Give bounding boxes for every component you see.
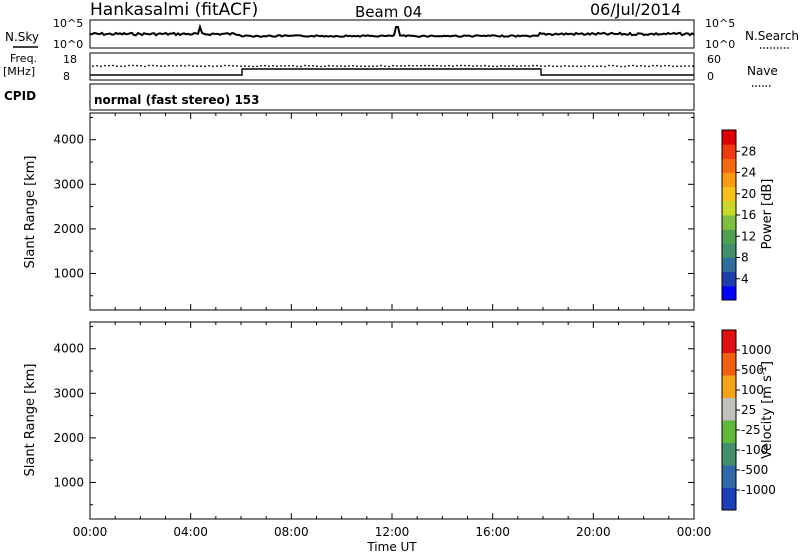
nsky-label: N.Sky — [5, 30, 39, 44]
nsearch-tick-bottom: 10^0 — [705, 38, 735, 51]
colorbar-tick-label: 24 — [741, 166, 756, 180]
colorbar-swatch — [722, 397, 736, 421]
cpid-label: CPID — [4, 89, 36, 103]
beam-title: Beam 04 — [355, 3, 422, 21]
colorbar-tick-label: 28 — [741, 144, 756, 158]
x-tick-label: 00:00 — [677, 525, 712, 539]
date-title: 06/Jul/2014 — [590, 0, 681, 19]
y-tick-label: 1000 — [53, 475, 84, 489]
colorbar-tick-label: -100 — [741, 443, 768, 457]
colorbar-tick-label: -500 — [741, 463, 768, 477]
x-tick-label: 20:00 — [576, 525, 611, 539]
colorbar-swatch — [722, 465, 736, 488]
colorbar-tick-label: 4 — [741, 272, 749, 286]
nave-label: Nave — [747, 64, 778, 78]
power-colorbar-label: Power [dB] — [760, 179, 775, 250]
colorbar-swatch — [722, 200, 736, 216]
colorbar-tick-label: -25 — [741, 423, 761, 437]
colorbar-swatch — [722, 330, 736, 353]
x-tick-label: 16:00 — [475, 525, 510, 539]
colorbar-tick-label: 25 — [741, 403, 756, 417]
colorbar-swatch — [722, 144, 736, 159]
freq-panel — [89, 52, 695, 81]
cpid-text: normal (fast stereo) 153 — [94, 93, 260, 107]
colorbar-swatch — [722, 375, 736, 398]
colorbar-swatch — [722, 352, 736, 376]
colorbar-swatch — [722, 257, 736, 273]
power-ylabel: Slant Range [km] — [23, 156, 38, 269]
colorbar-tick-label: 100 — [741, 383, 764, 397]
x-tick-label: 12:00 — [375, 525, 410, 539]
colorbar-swatch — [722, 172, 736, 188]
nsky-panel — [89, 19, 695, 49]
freq-tick-bottom: 8 — [63, 70, 70, 83]
x-tick-label: 08:00 — [274, 525, 309, 539]
y-tick-label: 2000 — [53, 222, 84, 236]
y-tick-label: 2000 — [53, 431, 84, 445]
velocity-colorbar-label: Velocity [m s-1] — [759, 361, 775, 459]
power-heatmap: 1000 2000 3000 4000 — [53, 112, 695, 311]
velocity-heatmap: 1000 2000 3000 4000 — [53, 321, 695, 520]
colorbar-tick-label: 16 — [741, 208, 756, 222]
x-tick-label: 00:00 — [73, 525, 108, 539]
x-axis-label: Time UT — [366, 540, 417, 554]
freq-label: Freq. — [10, 52, 37, 65]
colorbar-swatch — [722, 487, 736, 511]
colorbar-swatch — [722, 130, 736, 145]
nsearch-tick-top: 10^5 — [705, 17, 735, 30]
colorbar-tick-label: 8 — [741, 251, 749, 265]
y-tick-label: 1000 — [53, 266, 84, 280]
colorbar-swatch — [722, 158, 736, 173]
y-tick-label: 3000 — [53, 386, 84, 400]
freq-unit-label: [MHz] — [3, 65, 35, 78]
nsky-tick-top: 10^5 — [53, 17, 83, 30]
colorbar-swatch — [722, 229, 736, 244]
colorbar-tick-label: 500 — [741, 363, 764, 377]
colorbar-swatch — [722, 243, 736, 258]
freq-tick-top: 18 — [63, 53, 77, 66]
colorbar-tick-label: 1000 — [741, 343, 772, 357]
colorbar-swatch — [722, 186, 736, 202]
colorbar-swatch — [722, 442, 736, 466]
power-colorbar: 28 24 20 16 12 8 4 — [721, 129, 756, 301]
colorbar-tick-label: 12 — [741, 229, 756, 243]
y-tick-label: 4000 — [53, 133, 84, 147]
colorbar-swatch — [722, 285, 736, 301]
velocity-colorbar: 1000 500 100 25 -25 -100 -500 -1000 — [721, 329, 776, 511]
colorbar-swatch — [722, 271, 736, 287]
nsearch-label: N.Search — [745, 29, 799, 43]
nsky-tick-bottom: 10^0 — [53, 38, 83, 51]
colorbar-swatch — [722, 420, 736, 443]
nave-tick-top: 60 — [707, 53, 721, 66]
station-title: Hankasalmi (fitACF) — [90, 0, 258, 20]
nave-tick-bottom: 0 — [707, 70, 714, 83]
x-tick-label: 04:00 — [173, 525, 208, 539]
colorbar-tick-label: 20 — [741, 187, 756, 201]
velocity-ylabel: Slant Range [km] — [23, 364, 38, 477]
colorbar-tick-label: -1000 — [741, 483, 776, 497]
colorbar-swatch — [722, 215, 736, 230]
y-tick-label: 3000 — [53, 177, 84, 191]
y-tick-label: 4000 — [53, 342, 84, 356]
